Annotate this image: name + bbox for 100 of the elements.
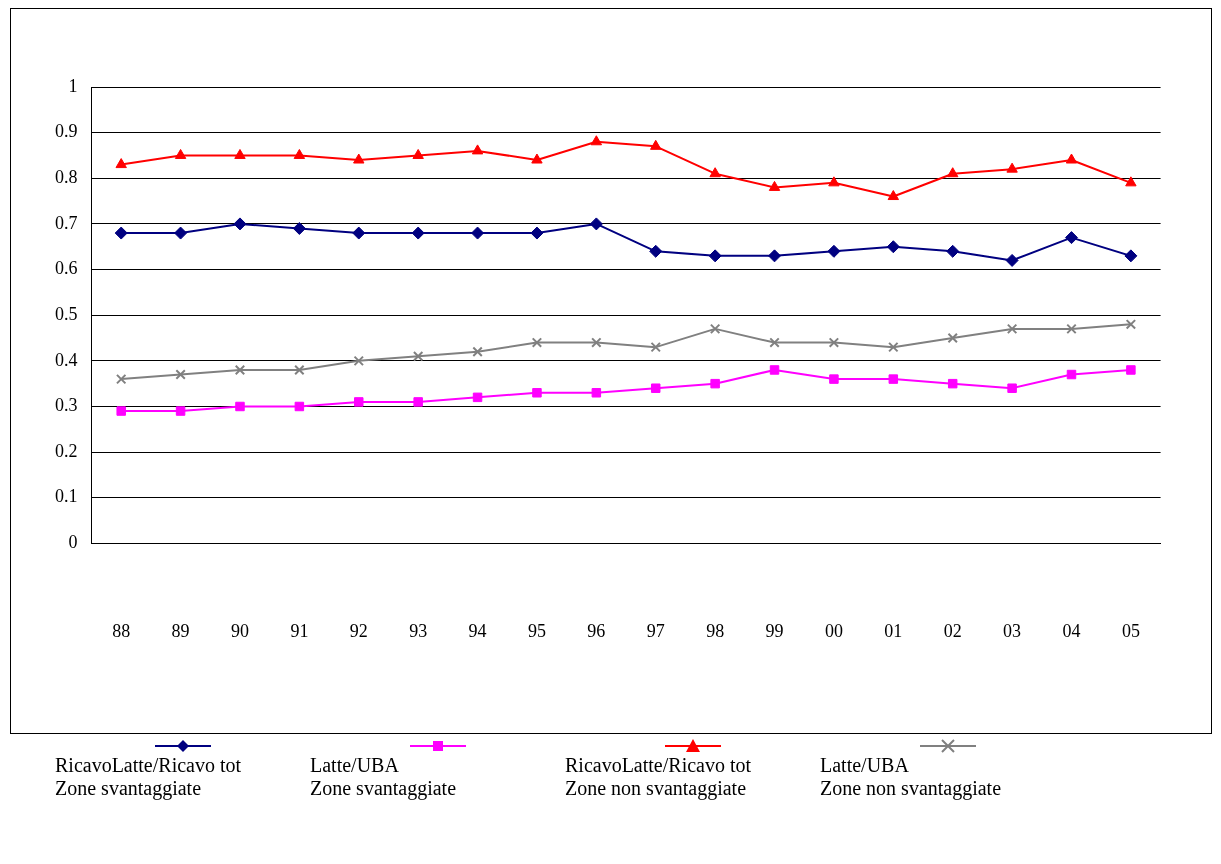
point — [946, 244, 960, 258]
point — [1006, 162, 1018, 173]
y-tick-label: 0.3 — [55, 395, 78, 416]
point — [412, 148, 424, 159]
point — [1126, 365, 1136, 375]
point — [1124, 249, 1138, 263]
point — [412, 351, 424, 362]
point — [472, 392, 483, 403]
x-tick-label: 05 — [1121, 620, 1140, 641]
y-tick-label: 0.7 — [55, 212, 78, 233]
point — [591, 337, 602, 348]
point — [174, 226, 188, 240]
y-tick-label: 0.6 — [55, 258, 78, 279]
point — [354, 397, 364, 407]
point — [947, 378, 958, 389]
legend-label: RicavoLatte/Ricavo tot Zone non svantaggiate — [565, 754, 753, 800]
y-tick-label: 0.9 — [55, 121, 78, 142]
point — [888, 374, 899, 384]
point — [709, 323, 721, 335]
point — [293, 148, 306, 159]
point — [589, 217, 603, 231]
point — [650, 341, 661, 353]
point — [471, 226, 485, 240]
x-tick-label: 88 — [112, 620, 131, 641]
point — [1064, 231, 1078, 245]
point — [829, 374, 839, 384]
point — [768, 249, 782, 263]
point — [292, 221, 306, 235]
point — [947, 167, 959, 178]
point — [769, 365, 780, 375]
point — [175, 406, 186, 416]
point — [115, 373, 127, 385]
point — [1066, 323, 1077, 335]
point — [114, 226, 128, 240]
x-tick-label: 04 — [1062, 620, 1081, 641]
point — [234, 364, 246, 376]
x-tick-label: 93 — [409, 620, 428, 641]
point — [233, 217, 247, 231]
x-tick-label: 89 — [171, 620, 190, 641]
x-tick-label: 98 — [706, 620, 725, 641]
x-tick-label: 92 — [349, 620, 368, 641]
point — [591, 388, 602, 398]
point — [769, 337, 780, 348]
x-tick-label: 90 — [230, 620, 249, 641]
point — [1065, 153, 1078, 164]
x-tick-label: 91 — [290, 620, 309, 641]
point — [531, 337, 543, 348]
point — [887, 190, 900, 201]
point — [768, 180, 781, 191]
point — [1005, 253, 1019, 267]
point — [1125, 319, 1137, 330]
point — [828, 176, 840, 187]
point — [115, 158, 127, 169]
legend-label: RicavoLatte/Ricavo tot Zone svantaggiate — [55, 754, 243, 800]
point — [413, 397, 423, 407]
point — [472, 346, 483, 357]
point — [174, 148, 187, 159]
point — [650, 139, 662, 150]
point — [294, 364, 305, 376]
point — [352, 226, 366, 240]
point — [471, 144, 484, 155]
point — [1125, 176, 1137, 187]
y-tick-label: 0.1 — [55, 486, 78, 507]
point — [353, 153, 365, 164]
point — [1007, 383, 1017, 393]
x-tick-label: 94 — [468, 620, 487, 641]
point — [710, 378, 720, 389]
point — [116, 406, 126, 416]
y-tick-label: 0.4 — [55, 349, 78, 370]
point — [531, 153, 543, 164]
point — [708, 249, 722, 263]
x-tick-label: 96 — [587, 620, 606, 641]
point — [1066, 369, 1077, 380]
y-tick-label: 0 — [68, 532, 78, 553]
x-tick-label: 01 — [884, 620, 903, 641]
point — [590, 135, 603, 146]
x-tick-label: 00 — [824, 620, 843, 641]
point — [827, 244, 841, 258]
point — [886, 240, 900, 254]
x-tick-label: 03 — [1003, 620, 1022, 641]
x-tick-label: 99 — [765, 620, 784, 641]
point — [888, 341, 899, 353]
y-tick-label: 0.2 — [55, 440, 78, 461]
y-tick-label: 0.8 — [55, 167, 78, 188]
point — [947, 332, 958, 344]
point — [530, 226, 544, 240]
y-tick-label: 1 — [68, 75, 78, 96]
legend-label: Latte/UBA Zone svantaggiate — [310, 754, 458, 800]
point — [235, 401, 245, 412]
point — [353, 355, 365, 367]
x-tick-label: 97 — [646, 620, 665, 641]
y-tick-label: 0.5 — [55, 303, 78, 324]
point — [1006, 323, 1018, 335]
x-tick-label: 02 — [943, 620, 962, 641]
point — [709, 167, 721, 178]
legend-label: Latte/UBA Zone non svantaggiate — [820, 754, 1003, 800]
point — [649, 244, 663, 258]
x-tick-label: 95 — [527, 620, 546, 641]
point — [411, 226, 425, 240]
point — [234, 148, 246, 159]
